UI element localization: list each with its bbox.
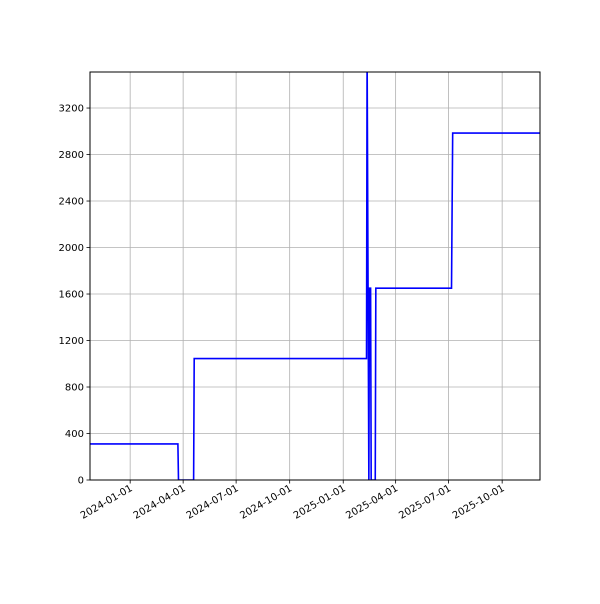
x-tick-label: 2024-10-01 (238, 483, 294, 522)
x-tick-label: 2024-01-01 (79, 483, 135, 522)
y-tick-label: 3200 (59, 104, 84, 115)
y-axis: 0 400 800 1200 1600 2000 2400 2800 3200 (59, 104, 90, 487)
x-tick-label: 2025-04-01 (344, 483, 400, 522)
x-tick-label: 2025-07-01 (397, 483, 453, 522)
y-tick-label: 800 (65, 383, 84, 394)
y-tick-label: 2800 (59, 150, 84, 161)
y-tick-label: 1200 (59, 336, 84, 347)
x-axis: 2024-01-012024-04-012024-07-012024-10-01… (79, 480, 507, 522)
x-tick-label: 2025-01-01 (292, 483, 348, 522)
y-tick-label: 2400 (59, 197, 84, 208)
x-tick-label: 2024-07-01 (185, 483, 241, 522)
y-tick-label: 2000 (59, 243, 84, 254)
grid (90, 72, 540, 481)
series-lines (90, 72, 540, 480)
plot-frame (89, 71, 541, 481)
y-tick-label: 400 (65, 429, 84, 440)
y-tick-label: 1600 (59, 290, 84, 301)
series-line (90, 72, 540, 480)
x-tick-label: 2025-10-01 (451, 483, 507, 522)
y-tick-label: 0 (78, 476, 84, 487)
x-tick-label: 2024-04-01 (132, 483, 188, 522)
